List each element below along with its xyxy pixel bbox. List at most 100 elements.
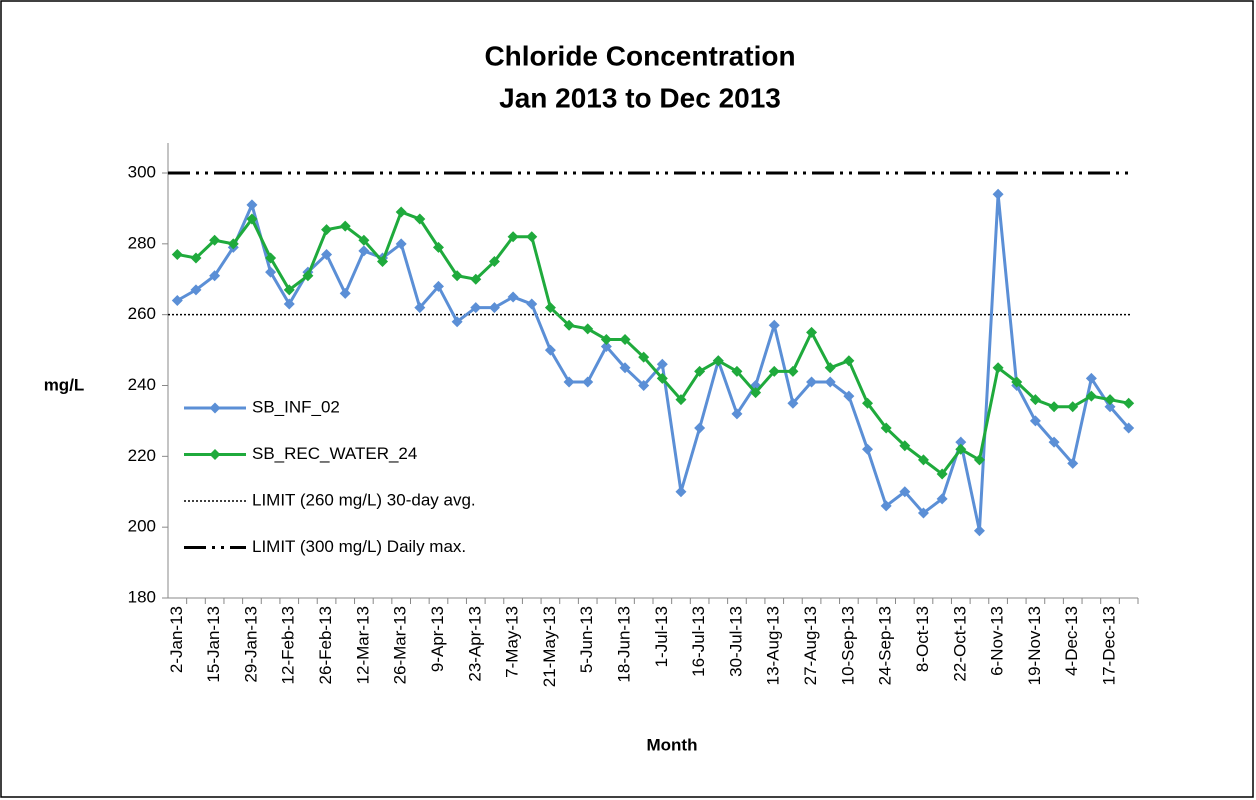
- marker: [488, 256, 500, 268]
- marker: [190, 252, 202, 264]
- x-tick-label: 10-Sep-13: [838, 606, 857, 685]
- marker: [414, 302, 426, 314]
- marker: [544, 302, 556, 314]
- marker: [395, 206, 407, 218]
- marker: [209, 234, 221, 246]
- x-tick-label: 2-Jan-13: [167, 606, 186, 673]
- marker: [1029, 394, 1041, 406]
- marker: [321, 224, 333, 236]
- legend-marker: [209, 449, 221, 460]
- marker: [862, 443, 874, 455]
- marker: [787, 365, 799, 377]
- x-tick-label: 24-Sep-13: [876, 606, 895, 685]
- marker: [302, 270, 314, 282]
- marker: [582, 376, 594, 388]
- x-tick-label: 26-Mar-13: [391, 606, 410, 684]
- marker: [470, 273, 482, 285]
- y-tick-label: 220: [128, 446, 156, 465]
- marker: [526, 231, 538, 243]
- x-tick-label: 21-May-13: [540, 606, 559, 687]
- x-tick-label: 17-Dec-13: [1100, 606, 1119, 685]
- marker: [899, 486, 911, 498]
- marker: [656, 372, 668, 384]
- marker: [1067, 457, 1079, 469]
- marker: [694, 365, 706, 377]
- marker: [246, 199, 258, 211]
- x-tick-label: 18-Jun-13: [615, 606, 634, 683]
- marker: [843, 355, 855, 367]
- marker: [899, 440, 911, 452]
- marker: [656, 358, 668, 370]
- x-tick-label: 23-Apr-13: [465, 606, 484, 682]
- marker: [507, 291, 519, 303]
- marker: [339, 220, 351, 232]
- marker: [171, 295, 183, 306]
- y-tick-label: 280: [128, 233, 156, 252]
- chart-title: Chloride Concentration: [484, 40, 795, 71]
- marker: [377, 256, 389, 268]
- marker: [432, 280, 444, 292]
- x-tick-label: 9-Apr-13: [428, 606, 447, 672]
- marker: [955, 443, 967, 455]
- x-tick-label: 5-Jun-13: [577, 606, 596, 673]
- marker: [470, 302, 482, 314]
- y-tick-label: 200: [128, 517, 156, 536]
- legend-label: LIMIT (260 mg/L) 30-day avg.: [252, 490, 476, 509]
- x-tick-label: 6-Nov-13: [988, 606, 1007, 676]
- legend-label: SB_REC_WATER_24: [252, 444, 417, 463]
- series-line: [176, 194, 1130, 532]
- x-tick-label: 15-Jan-13: [204, 606, 223, 683]
- marker: [1048, 401, 1060, 413]
- marker: [283, 298, 295, 310]
- legend-marker: [209, 402, 221, 414]
- x-tick-label: 7-May-13: [503, 606, 522, 678]
- marker: [619, 333, 631, 345]
- marker: [190, 284, 202, 296]
- marker: [992, 188, 1004, 200]
- marker: [1085, 372, 1097, 384]
- marker: [638, 380, 650, 391]
- x-tick-label: 30-Jul-13: [726, 606, 745, 677]
- marker: [600, 333, 612, 345]
- marker: [862, 397, 874, 409]
- marker: [227, 238, 239, 250]
- marker: [1067, 401, 1079, 413]
- marker: [321, 248, 333, 260]
- marker: [824, 362, 836, 374]
- x-tick-label: 27-Aug-13: [801, 606, 820, 685]
- legend-label: LIMIT (300 mg/L) Daily max.: [252, 537, 466, 556]
- marker: [395, 238, 407, 250]
- marker: [600, 341, 612, 353]
- marker: [768, 365, 780, 377]
- marker: [451, 316, 463, 328]
- marker: [973, 525, 985, 537]
- marker: [265, 252, 277, 264]
- marker: [265, 266, 277, 278]
- x-tick-label: 12-Mar-13: [353, 606, 372, 684]
- marker: [414, 213, 426, 225]
- marker: [432, 241, 444, 253]
- marker: [936, 468, 948, 480]
- marker: [582, 323, 594, 335]
- marker: [1048, 436, 1060, 448]
- marker: [806, 376, 818, 388]
- marker: [339, 287, 351, 299]
- marker: [1085, 390, 1097, 402]
- marker: [638, 351, 650, 363]
- marker: [563, 376, 575, 388]
- marker: [544, 344, 556, 356]
- x-axis-label: Month: [647, 735, 698, 754]
- marker: [731, 365, 743, 377]
- series-line: [177, 210, 1129, 477]
- marker: [1104, 394, 1116, 406]
- marker: [358, 234, 370, 246]
- marker: [880, 422, 892, 434]
- y-tick-label: 240: [128, 375, 156, 394]
- marker: [843, 390, 855, 402]
- marker: [824, 376, 836, 388]
- marker: [1011, 376, 1023, 388]
- marker: [209, 270, 221, 282]
- marker: [507, 231, 519, 243]
